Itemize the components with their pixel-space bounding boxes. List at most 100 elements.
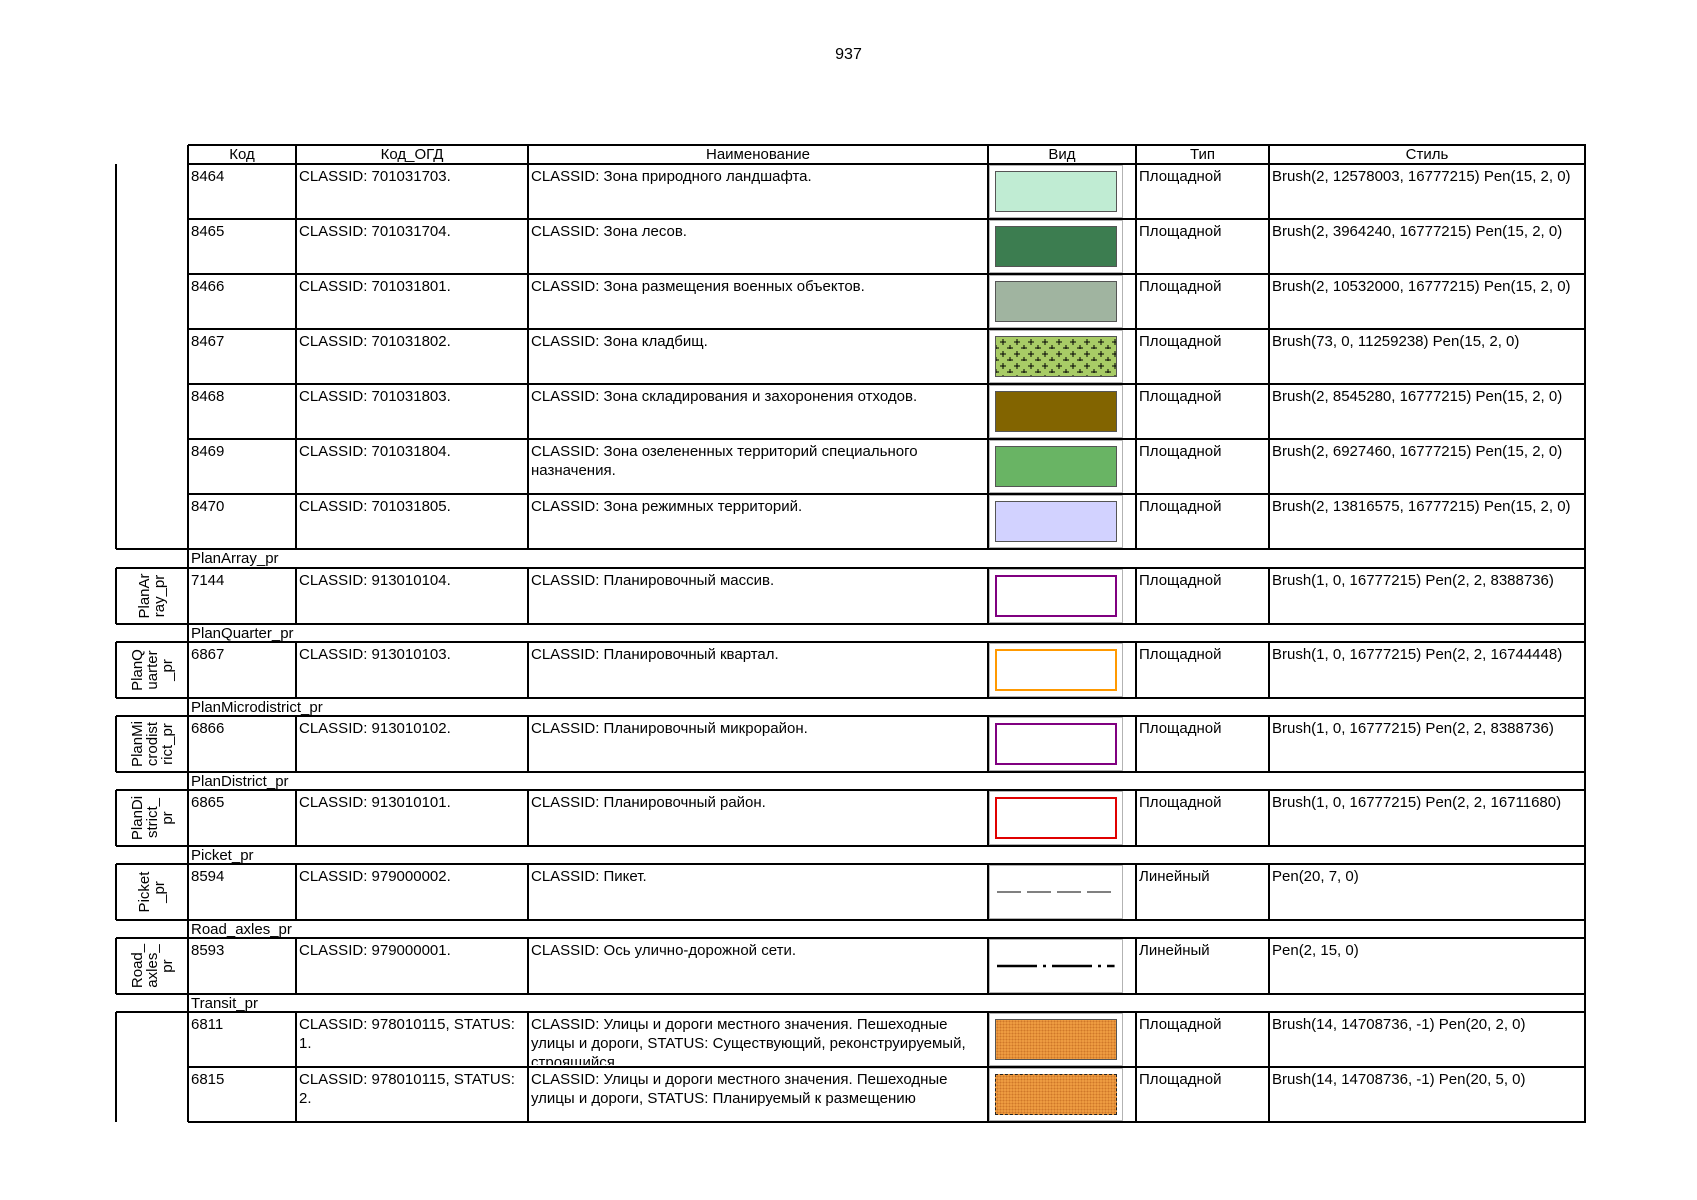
style-preview [989, 643, 1123, 697]
type-cell: Линейный [1139, 942, 1210, 959]
style-preview [989, 717, 1123, 771]
style-cell: Pen(20, 7, 0) [1272, 868, 1359, 885]
name-cell: CLASSID: Улицы и дороги местного значени… [531, 1071, 948, 1107]
group-title: PlanArray_pr [191, 550, 279, 567]
style-swatch [995, 866, 1117, 918]
code-cell: 8466 [191, 278, 225, 295]
type-cell: Площадной [1139, 223, 1222, 240]
type-cell: Площадной [1139, 720, 1222, 737]
name-cell: CLASSID: Зона размещения военных объекто… [531, 278, 865, 295]
style-swatch [995, 446, 1117, 487]
style-preview [989, 1013, 1123, 1066]
style-cell: Brush(2, 10532000, 16777215) Pen(15, 2, … [1272, 278, 1571, 295]
style-swatch [995, 940, 1117, 992]
style-swatch [995, 1074, 1117, 1115]
type-cell: Площадной [1139, 794, 1222, 811]
style-cell: Brush(2, 12578003, 16777215) Pen(15, 2, … [1272, 168, 1571, 185]
style-swatch [995, 336, 1117, 377]
style-cell: Brush(1, 0, 16777215) Pen(2, 2, 8388736) [1272, 720, 1554, 737]
name-cell: CLASSID: Зона кладбищ. [531, 333, 708, 350]
ogd-code-cell: CLASSID: 913010104. [299, 572, 451, 589]
style-swatch [995, 723, 1117, 765]
type-cell: Площадной [1139, 333, 1222, 350]
name-cell: CLASSID: Пикет. [531, 868, 647, 885]
group-title: PlanMicrodistrict_pr [191, 699, 323, 716]
style-cell: Brush(14, 14708736, -1) Pen(20, 2, 0) [1272, 1016, 1526, 1033]
group-title: Picket_pr [191, 847, 254, 864]
style-swatch [995, 171, 1117, 212]
code-cell: 6811 [191, 1016, 224, 1033]
style-preview [989, 865, 1123, 919]
style-preview [989, 165, 1123, 218]
group-side-label: PlanAr ray_pr [136, 573, 168, 619]
group-side-label: PlanQ uarter _pr [128, 649, 176, 691]
code-cell: 8465 [191, 223, 225, 240]
page-number: 937 [835, 46, 862, 63]
ogd-code-cell: CLASSID: 979000001. [299, 942, 451, 959]
group-side-label: PlanMi crodist rict_pr [128, 721, 176, 767]
name-cell: CLASSID: Зона лесов. [531, 223, 687, 240]
type-cell: Линейный [1139, 868, 1210, 885]
code-cell: 8467 [191, 333, 225, 350]
style-swatch [995, 797, 1117, 839]
name-cell: CLASSID: Зона режимных территорий. [531, 498, 803, 515]
ogd-code-cell: CLASSID: 913010102. [299, 720, 451, 737]
group-side-label: Road_ axles_ pr [128, 943, 176, 989]
ogd-code-cell: CLASSID: 701031804. [299, 443, 451, 460]
name-cell: CLASSID: Улицы и дороги местного значени… [531, 1016, 966, 1065]
style-preview [989, 330, 1123, 383]
code-cell: 6815 [191, 1071, 225, 1088]
style-swatch [995, 281, 1117, 322]
group-title: PlanQuarter_pr [191, 625, 294, 642]
style-cell: Brush(73, 0, 11259238) Pen(15, 2, 0) [1272, 333, 1520, 350]
style-cell: Brush(1, 0, 16777215) Pen(2, 2, 16711680… [1272, 794, 1562, 811]
type-cell: Площадной [1139, 278, 1222, 295]
group-title: Road_axles_pr [191, 921, 292, 938]
style-preview [989, 385, 1123, 438]
style-cell: Brush(2, 8545280, 16777215) Pen(15, 2, 0… [1272, 388, 1563, 405]
type-cell: Площадной [1139, 1016, 1222, 1033]
type-cell: Площадной [1139, 646, 1222, 663]
header-style: Стиль [1405, 146, 1449, 163]
code-cell: 7144 [191, 572, 225, 589]
style-cell: Brush(2, 3964240, 16777215) Pen(15, 2, 0… [1272, 223, 1563, 240]
style-swatch [995, 649, 1117, 691]
code-cell: 6867 [191, 646, 225, 663]
style-swatch [995, 501, 1117, 542]
group-title: PlanDistrict_pr [191, 773, 289, 790]
code-cell: 8593 [191, 942, 225, 959]
ogd-code-cell: CLASSID: 701031704. [299, 223, 451, 240]
name-cell: CLASSID: Зона озелененных территорий спе… [531, 443, 918, 479]
name-cell: CLASSID: Ось улично-дорожной сети. [531, 942, 796, 959]
ogd-code-cell: CLASSID: 701031703. [299, 168, 451, 185]
name-cell: CLASSID: Планировочный квартал. [531, 646, 779, 663]
group-side-label: PlanDi strict_ pr [128, 795, 176, 841]
type-cell: Площадной [1139, 443, 1222, 460]
style-swatch [995, 226, 1117, 267]
code-cell: 8594 [191, 868, 225, 885]
type-cell: Площадной [1139, 388, 1222, 405]
group-side-label: Picket _pr [136, 871, 168, 913]
ogd-code-cell: CLASSID: 701031805. [299, 498, 451, 515]
ogd-code-cell: CLASSID: 979000002. [299, 868, 451, 885]
style-preview [989, 220, 1123, 273]
name-cell: CLASSID: Планировочный микрорайон. [531, 720, 808, 737]
type-cell: Площадной [1139, 572, 1222, 589]
name-cell: CLASSID: Зона природного ландшафта. [531, 168, 812, 185]
type-cell: Площадной [1139, 168, 1222, 185]
ogd-code-cell: CLASSID: 978010115, STATUS: 1. [299, 1016, 515, 1052]
name-cell: CLASSID: Планировочный район. [531, 794, 766, 811]
ogd-code-cell: CLASSID: 701031801. [299, 278, 451, 295]
style-preview [989, 1068, 1123, 1121]
ogd-code-cell: CLASSID: 701031802. [299, 333, 451, 350]
name-cell: CLASSID: Зона складирования и захоронени… [531, 388, 918, 405]
style-preview [989, 495, 1123, 548]
style-swatch [995, 1019, 1117, 1060]
header-ogd-code: Код_ОГД [380, 146, 444, 163]
ogd-code-cell: CLASSID: 978010115, STATUS: 2. [299, 1071, 515, 1107]
header-code: Код [229, 146, 255, 163]
style-cell: Brush(2, 13816575, 16777215) Pen(15, 2, … [1272, 498, 1571, 515]
style-swatch [995, 575, 1117, 617]
code-cell: 8464 [191, 168, 225, 185]
code-cell: 8469 [191, 443, 225, 460]
